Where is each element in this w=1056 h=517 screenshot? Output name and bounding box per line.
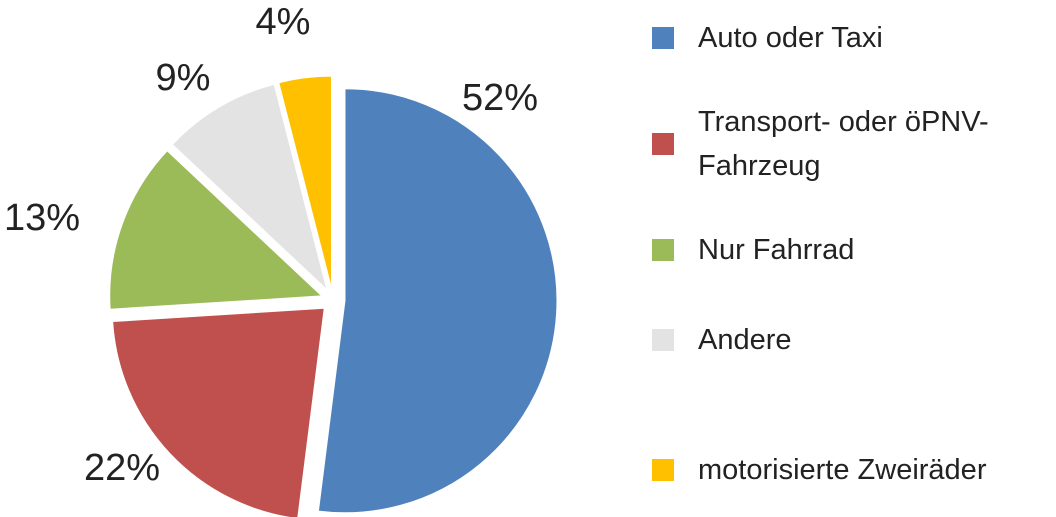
- data-label: 52%: [462, 77, 538, 119]
- pie-slice: [278, 75, 332, 289]
- legend-swatch: [652, 459, 674, 481]
- legend-entry: Nur Fahrrad: [652, 228, 1052, 272]
- legend-entry: Andere: [652, 318, 1052, 362]
- legend-swatch: [652, 27, 674, 49]
- legend-swatch: [652, 133, 674, 155]
- legend-label: Nur Fahrrad: [698, 234, 855, 266]
- pie-slice: [317, 88, 558, 514]
- legend-label: Transport- oder öPNV-Fahrzeug: [698, 106, 989, 182]
- legend-entry: Auto oder Taxi: [652, 16, 1052, 60]
- legend-swatch: [652, 329, 674, 351]
- pie-slice: [112, 307, 325, 517]
- pie-slice: [171, 83, 328, 292]
- data-label: 9%: [156, 57, 211, 99]
- legend-entry: motorisierte Zweiräder: [652, 448, 1052, 492]
- legend-label: Auto oder Taxi: [698, 22, 883, 54]
- data-label: 22%: [84, 447, 160, 489]
- legend-label: Andere: [698, 324, 792, 356]
- data-label: 13%: [4, 197, 80, 239]
- pie-slice: [109, 150, 323, 310]
- legend-swatch: [652, 239, 674, 261]
- chart: 52% 22% 13% 9% 4%: [4, 1, 558, 517]
- legend-label: motorisierte Zweiräder: [698, 454, 987, 486]
- data-label: 4%: [256, 1, 311, 43]
- legend-entry: Transport- oder öPNV-Fahrzeug: [652, 100, 1052, 188]
